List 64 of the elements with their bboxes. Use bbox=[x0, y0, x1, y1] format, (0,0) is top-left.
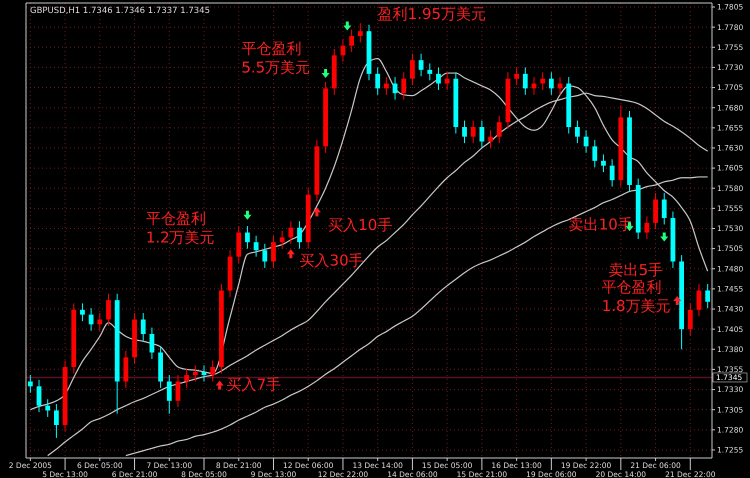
candlestick bbox=[297, 220, 302, 250]
candlestick bbox=[418, 53, 424, 77]
candlestick bbox=[592, 139, 598, 168]
candlestick bbox=[210, 360, 216, 382]
candlestick bbox=[532, 76, 536, 96]
candlestick bbox=[262, 243, 268, 268]
candlestick bbox=[340, 38, 346, 62]
candlestick bbox=[349, 29, 354, 53]
candlestick bbox=[401, 72, 406, 100]
annotation: 买入10手 bbox=[328, 216, 392, 234]
candlestick bbox=[254, 235, 258, 258]
candlestick bbox=[36, 379, 42, 413]
candlestick bbox=[548, 72, 554, 96]
candlestick bbox=[176, 374, 180, 408]
candlestick bbox=[358, 22, 363, 43]
candlestick bbox=[140, 312, 146, 341]
candlestick bbox=[558, 76, 562, 96]
candlestick bbox=[245, 226, 250, 250]
candlestick bbox=[540, 72, 546, 90]
candlestick bbox=[688, 302, 693, 336]
candlestick bbox=[496, 115, 502, 144]
annotation: 平仓盈利 5.5万美元 bbox=[241, 39, 310, 76]
candlestick bbox=[410, 53, 415, 86]
candlestick bbox=[384, 76, 389, 96]
annotation: 买入7手 bbox=[226, 376, 282, 394]
candlestick bbox=[45, 398, 50, 418]
candlestick bbox=[462, 120, 467, 144]
candlestick bbox=[427, 62, 432, 81]
candlestick bbox=[288, 220, 294, 244]
candlestick bbox=[480, 120, 484, 148]
candlestick bbox=[202, 364, 206, 382]
candlestick bbox=[88, 308, 94, 332]
candlestick bbox=[375, 66, 380, 96]
candlestick bbox=[436, 66, 441, 90]
candlestick bbox=[696, 284, 702, 317]
candlestick bbox=[575, 120, 580, 144]
candlestick bbox=[662, 192, 667, 225]
candlestick bbox=[54, 404, 59, 438]
candlestick bbox=[444, 72, 450, 90]
chart-title: GBPUSD,H1 1.7346 1.7346 1.7337 1.7345 bbox=[30, 6, 210, 16]
annotation: 买入30手 bbox=[300, 252, 364, 270]
candlestick bbox=[514, 66, 520, 86]
candlestick bbox=[97, 312, 102, 332]
annotation: 平仓盈利 1.8万美元 bbox=[602, 278, 671, 315]
candlestick bbox=[705, 284, 710, 309]
candlestick bbox=[166, 374, 172, 414]
candlestick bbox=[584, 130, 588, 154]
candlestick bbox=[488, 130, 493, 148]
candlestick bbox=[184, 368, 190, 388]
candlestick bbox=[28, 374, 33, 394]
candlestick bbox=[644, 216, 650, 240]
candlestick bbox=[392, 76, 398, 100]
annotation: 平仓盈利 1.2万美元 bbox=[146, 209, 215, 246]
candlestick bbox=[80, 302, 85, 322]
candlestick bbox=[601, 154, 606, 173]
candlestick bbox=[610, 158, 615, 188]
candlestick bbox=[653, 192, 658, 230]
annotation: 盈利1.95万美元 bbox=[378, 5, 486, 24]
candlestick bbox=[271, 235, 276, 268]
candlestick bbox=[522, 66, 528, 96]
candlestick bbox=[106, 293, 111, 326]
annotation: 卖出5手 bbox=[608, 261, 664, 280]
candlestick bbox=[470, 120, 476, 144]
candlestick bbox=[150, 327, 154, 360]
